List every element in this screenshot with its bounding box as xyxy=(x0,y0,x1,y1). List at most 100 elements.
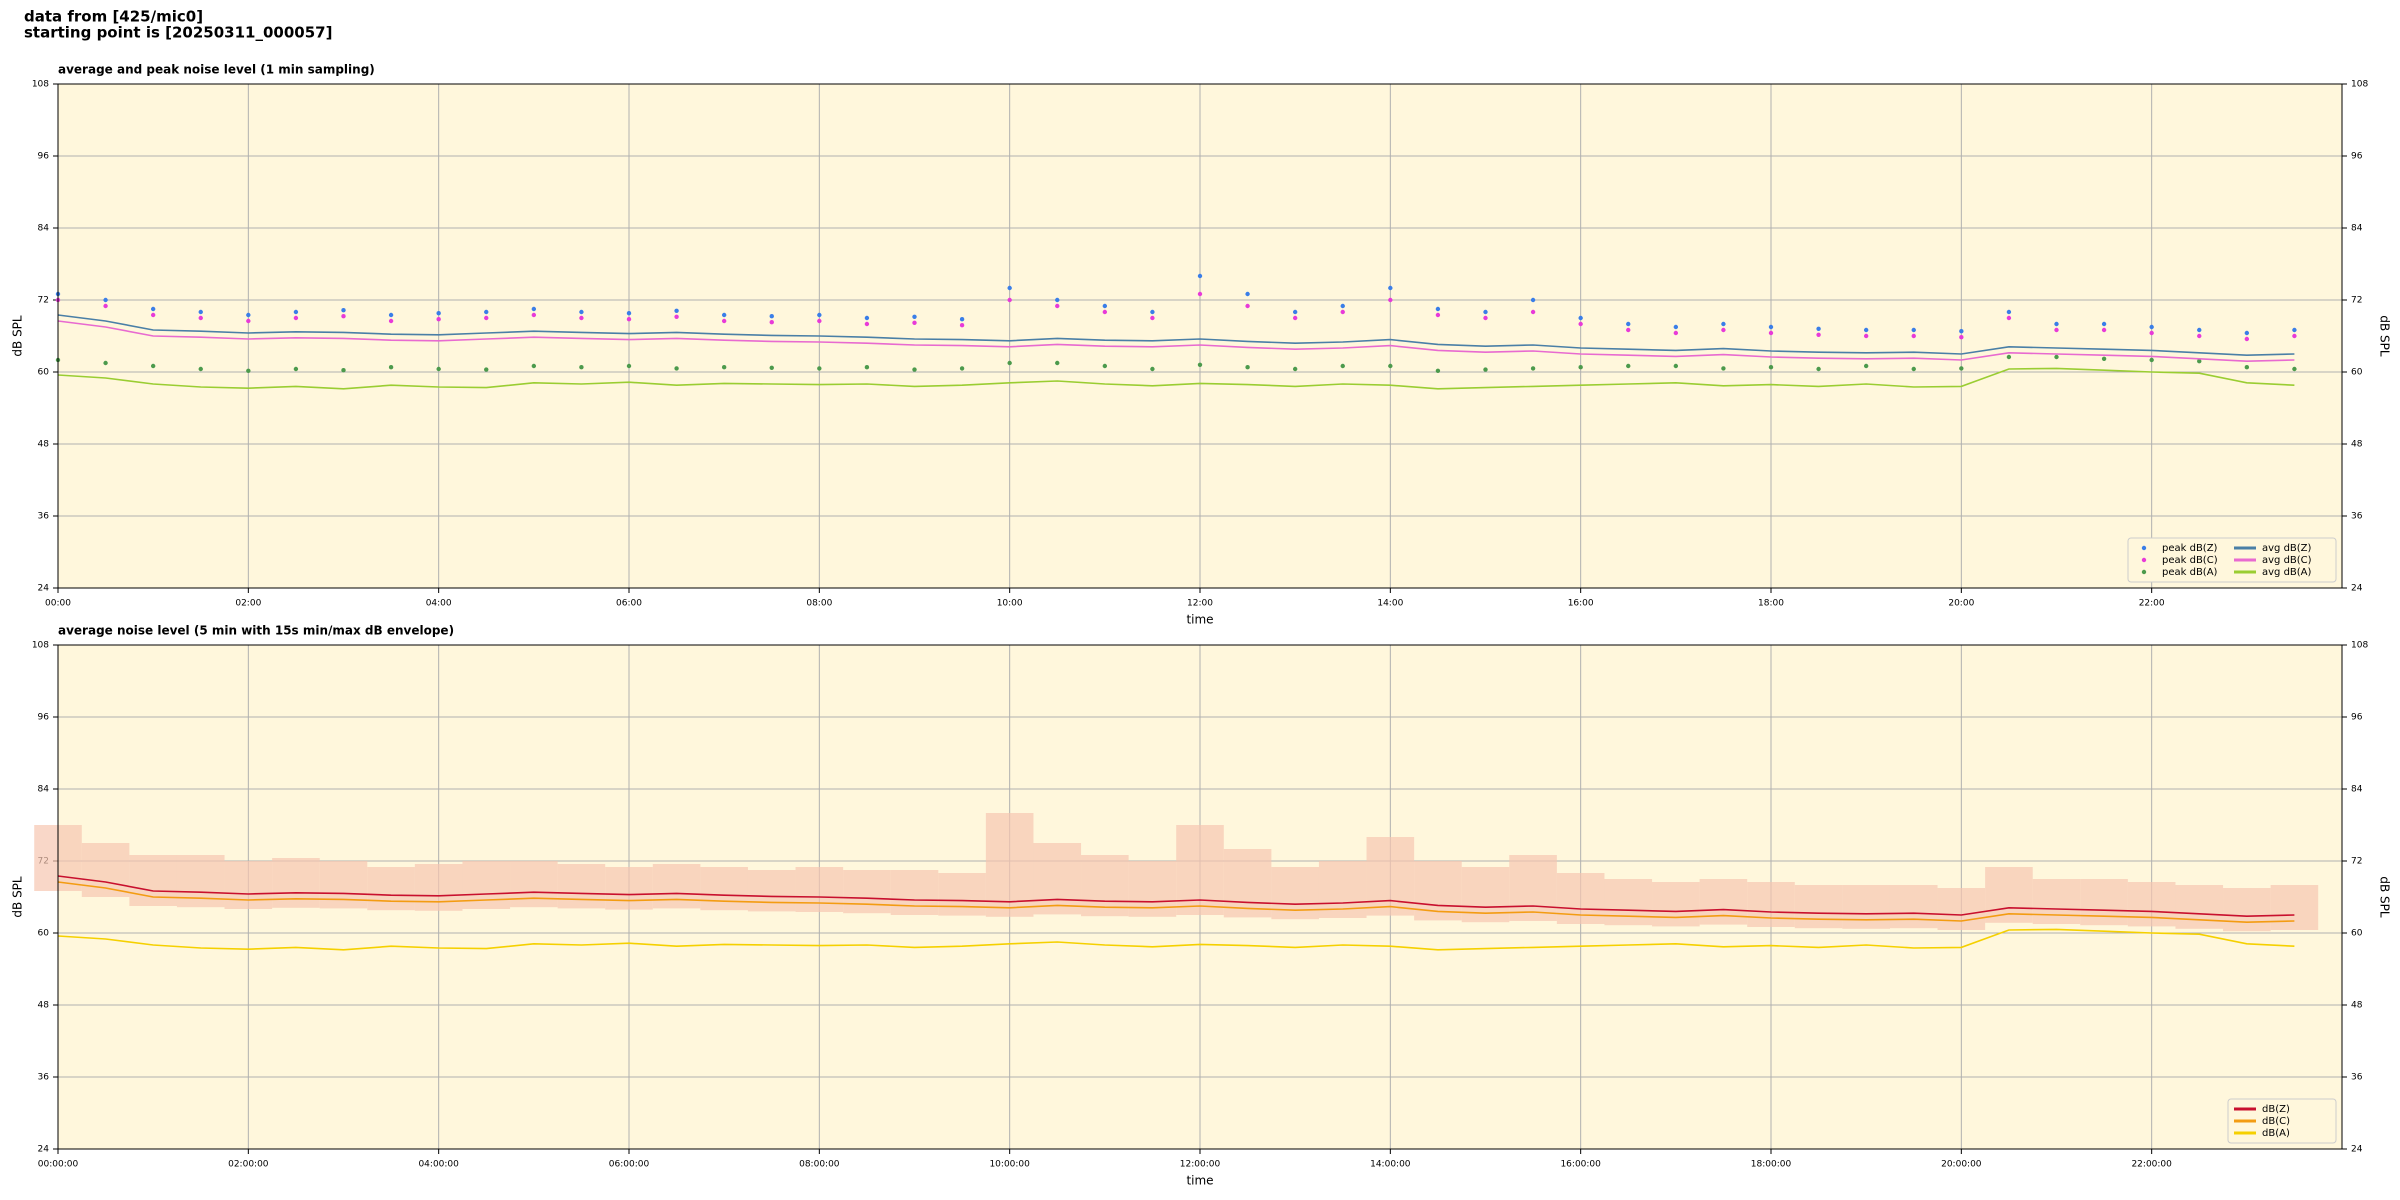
peak-point xyxy=(246,318,251,324)
peak-point xyxy=(293,366,299,372)
peak-point xyxy=(769,314,774,319)
peak-point xyxy=(198,366,203,372)
envelope-band xyxy=(843,870,891,914)
peak-point xyxy=(674,366,679,371)
envelope-band xyxy=(1604,879,1653,926)
y-tick-label: 48 xyxy=(38,1001,50,1011)
peak-point xyxy=(1388,285,1393,291)
peak-point xyxy=(864,321,870,327)
peak-point xyxy=(1102,363,1108,369)
legend-marker xyxy=(2141,557,2147,563)
peak-point xyxy=(341,308,346,313)
peak-point xyxy=(1340,303,1345,309)
y-tick-label: 108 xyxy=(32,641,49,651)
envelope-band xyxy=(2032,879,2081,924)
peak-point xyxy=(1816,332,1821,337)
legend-label: avg dB(A) xyxy=(2262,567,2312,578)
peak-point xyxy=(1388,297,1393,303)
legend-label: avg dB(C) xyxy=(2262,555,2312,566)
y2-tick-label: 48 xyxy=(2351,1001,2363,1011)
peak-point xyxy=(2197,327,2202,333)
series-line xyxy=(57,320,2295,363)
envelope-band xyxy=(1652,882,1700,927)
envelope-band xyxy=(1937,888,1986,930)
peak-point xyxy=(1626,321,1631,327)
envelope-band xyxy=(795,867,844,912)
peak-point xyxy=(388,318,394,324)
peak-point xyxy=(1959,366,1964,371)
peak-point xyxy=(1578,321,1583,327)
y2-axis-label: dB SPL xyxy=(2378,315,2392,357)
peak-point xyxy=(1816,366,1821,372)
y-tick-label: 96 xyxy=(38,713,50,723)
y2-axis-label: dB SPL xyxy=(2378,876,2392,918)
x-tick-label: 16:00 xyxy=(1568,599,1594,609)
peak-point xyxy=(2101,327,2107,333)
peak-point xyxy=(1197,362,1203,367)
x-tick-label: 12:00 xyxy=(1187,599,1213,609)
peak-point xyxy=(341,368,346,373)
y2-tick-label: 36 xyxy=(2351,512,2363,522)
peak-point xyxy=(531,363,537,369)
peak-point xyxy=(103,303,108,309)
peak-point xyxy=(1959,329,1964,334)
x-tick-label: 00:00 xyxy=(45,599,71,609)
envelope-band xyxy=(2080,879,2128,926)
series-line xyxy=(57,367,2295,390)
x-tick-label: 20:00 xyxy=(1948,599,1974,609)
envelope-band xyxy=(1271,867,1319,920)
envelope-band xyxy=(367,867,415,911)
y-axis-label: dB SPL xyxy=(11,315,25,357)
envelope-band xyxy=(938,873,986,916)
y-tick-label: 84 xyxy=(38,224,50,234)
envelope-band xyxy=(510,861,558,908)
legend-marker xyxy=(2141,569,2147,575)
peak-point xyxy=(1150,315,1155,321)
peak-point xyxy=(626,311,632,316)
peak-point xyxy=(1673,363,1679,369)
legend-box xyxy=(2127,537,2337,583)
x-tick-label: 14:00:00 xyxy=(1370,1160,1411,1170)
envelope-band xyxy=(2270,885,2319,930)
peak-point xyxy=(1055,297,1060,303)
peak-point xyxy=(1816,326,1821,331)
legend-label: peak dB(Z) xyxy=(2162,543,2218,554)
peak-point xyxy=(2101,321,2107,327)
y2-tick-label: 24 xyxy=(2351,584,2363,594)
envelope-band xyxy=(1509,855,1557,921)
y-tick-label: 108 xyxy=(32,80,49,90)
peak-point xyxy=(959,317,965,322)
envelope-band xyxy=(1842,885,1890,929)
legend-label: peak dB(C) xyxy=(2162,555,2218,566)
x-tick-label: 08:00:00 xyxy=(799,1160,840,1170)
peak-point xyxy=(484,367,489,372)
peak-point xyxy=(1530,309,1536,315)
y-tick-label: 36 xyxy=(38,1073,50,1083)
peak-point xyxy=(484,309,489,315)
x-tick-label: 06:00:00 xyxy=(609,1160,650,1170)
peak-point xyxy=(1292,315,1298,321)
x-tick-label: 04:00 xyxy=(426,599,452,609)
peak-point xyxy=(1959,335,1964,340)
peak-point xyxy=(1721,327,1726,333)
peak-point xyxy=(579,365,584,370)
peak-point xyxy=(1435,306,1441,312)
peak-point xyxy=(912,320,917,325)
x-tick-label: 12:00:00 xyxy=(1180,1160,1221,1170)
peak-point xyxy=(817,318,822,324)
peak-point xyxy=(1911,327,1916,333)
envelope-band xyxy=(1747,882,1795,927)
y2-tick-label: 72 xyxy=(2351,296,2362,306)
peak-point xyxy=(198,309,203,315)
peak-point xyxy=(436,317,441,322)
peak-point xyxy=(1578,365,1583,370)
peak-point xyxy=(1435,312,1441,318)
peak-point xyxy=(2101,356,2107,361)
peak-point xyxy=(1721,321,1726,327)
y-tick-label: 60 xyxy=(38,929,50,939)
peak-point xyxy=(959,323,965,328)
peak-point xyxy=(1483,315,1488,321)
y2-tick-label: 96 xyxy=(2351,713,2363,723)
peak-point xyxy=(2149,324,2154,330)
peak-point xyxy=(2006,315,2012,321)
